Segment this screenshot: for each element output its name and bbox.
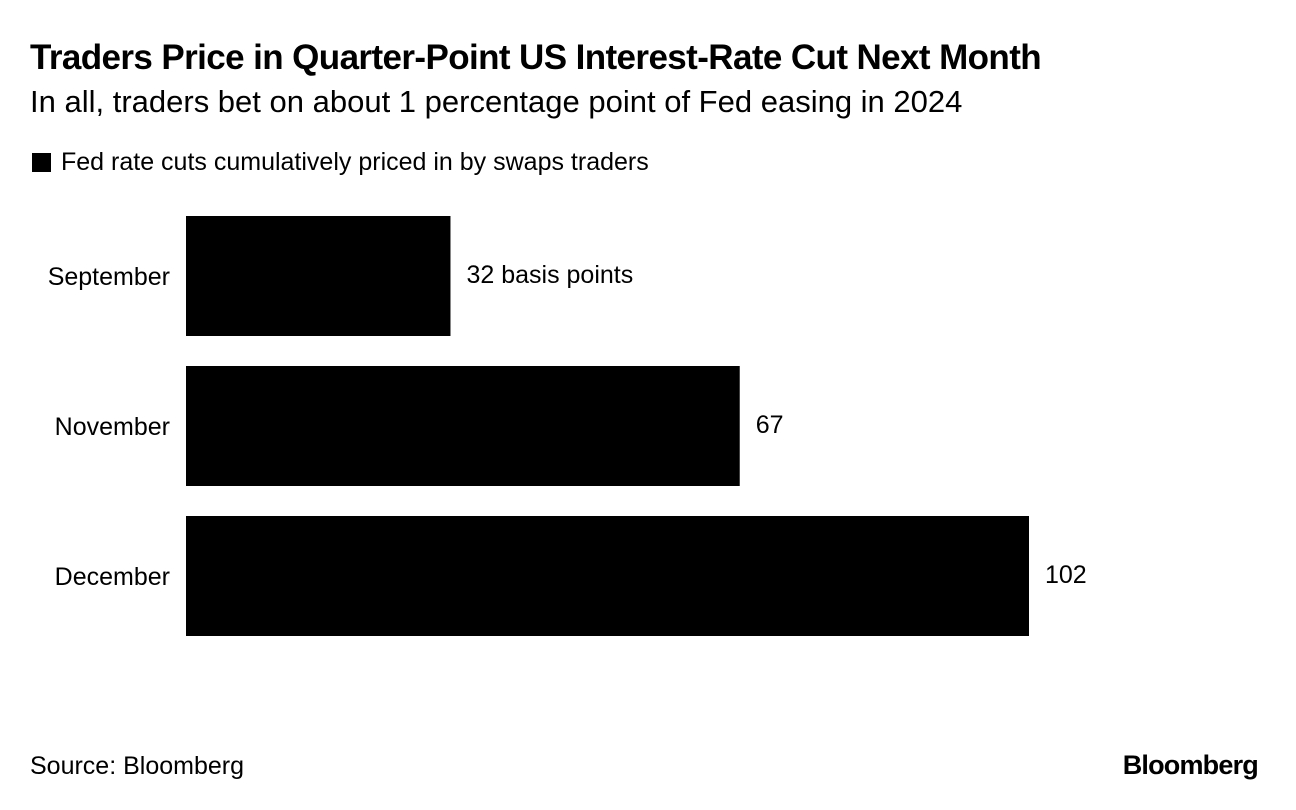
value-label-september: 32 basis points xyxy=(466,261,633,289)
category-label-december: December xyxy=(55,563,170,591)
category-label-september: September xyxy=(48,263,170,291)
value-label-december: 102 xyxy=(1045,561,1087,589)
bar-chart: September 32 basis points November 67 Decemb… xyxy=(48,216,1087,636)
chart-title: Traders Price in Quarter-Point US Intere… xyxy=(30,38,1042,77)
category-label-november: November xyxy=(55,413,170,441)
legend-label: Fed rate cuts cumulatively priced in by … xyxy=(61,148,649,176)
bar-december xyxy=(186,516,1029,636)
legend-swatch xyxy=(32,153,51,172)
value-label-november: 67 xyxy=(756,411,784,439)
legend: Fed rate cuts cumulatively priced in by … xyxy=(32,148,649,177)
bar-september xyxy=(186,216,451,336)
bar-november xyxy=(186,366,740,486)
source-note: Source: Bloomberg xyxy=(30,752,245,780)
bloomberg-logo: Bloomberg xyxy=(1122,750,1259,780)
chart-subtitle: In all, traders bet on about 1 percentag… xyxy=(30,84,963,119)
